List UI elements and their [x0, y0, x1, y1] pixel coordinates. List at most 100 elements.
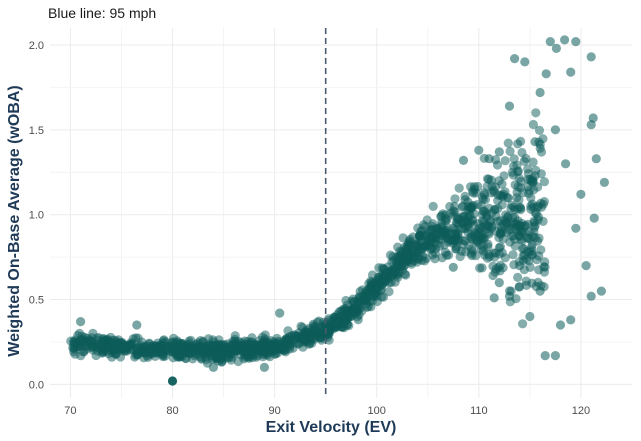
data-point [450, 194, 460, 204]
data-point [376, 277, 386, 287]
data-point [566, 67, 576, 77]
data-point [589, 213, 599, 223]
data-point [501, 210, 511, 220]
data-point [513, 139, 523, 149]
data-point [484, 154, 494, 164]
data-point [339, 317, 349, 327]
data-point [504, 291, 515, 301]
y-tick-label: 0.5 [29, 295, 44, 307]
data-point [430, 248, 440, 258]
data-point [474, 145, 484, 155]
data-point [144, 338, 154, 348]
data-point [529, 222, 540, 232]
data-point [571, 37, 581, 47]
data-point [518, 319, 528, 329]
data-point [517, 147, 527, 158]
data-point [158, 350, 168, 360]
data-point [484, 174, 494, 184]
data-point [465, 202, 476, 212]
data-point [586, 52, 596, 62]
data-point [205, 351, 215, 361]
data-point [599, 177, 610, 187]
data-point [478, 242, 488, 252]
data-point [509, 154, 519, 164]
data-point [450, 201, 460, 211]
data-point [435, 241, 445, 251]
data-point [440, 210, 450, 220]
data-point [76, 351, 86, 361]
y-axis-title: Weighted On-Base Average (wOBA) [6, 85, 23, 356]
data-point [517, 218, 527, 228]
data-point [230, 331, 240, 341]
data-point [172, 348, 182, 358]
data-point [330, 317, 340, 327]
data-point [184, 343, 194, 353]
data-point [421, 241, 431, 251]
data-point [561, 159, 571, 169]
data-point [550, 351, 561, 361]
data-point [537, 202, 547, 212]
data-point [581, 261, 591, 271]
data-point [491, 211, 501, 221]
data-point [458, 155, 469, 165]
data-point [533, 215, 543, 225]
y-tick-label: 0.0 [29, 379, 44, 391]
x-axis-title: Exit Velocity (EV) [266, 419, 397, 436]
data-point [434, 234, 444, 244]
data-point [220, 346, 231, 356]
data-point [591, 154, 601, 164]
data-point [489, 252, 499, 262]
data-point [534, 125, 545, 135]
data-point [531, 165, 541, 175]
data-point [460, 211, 470, 221]
data-point [377, 263, 387, 273]
data-point [402, 240, 412, 250]
data-point [488, 270, 498, 281]
data-point [512, 187, 522, 197]
data-point [504, 101, 515, 111]
data-point [506, 203, 516, 213]
data-point [384, 287, 394, 297]
data-point [526, 193, 536, 203]
data-point [397, 249, 407, 259]
data-point [89, 341, 99, 351]
data-point [414, 251, 424, 261]
data-point [586, 120, 596, 130]
data-point [351, 303, 361, 313]
data-point [398, 233, 408, 243]
data-point [539, 177, 550, 187]
data-point [497, 248, 507, 258]
data-point [450, 235, 460, 245]
data-point [489, 293, 499, 303]
data-point [469, 182, 479, 192]
data-point [399, 261, 409, 271]
data-point [487, 181, 497, 191]
data-point [505, 146, 515, 156]
data-point [510, 241, 520, 251]
data-point [491, 226, 501, 236]
data-point [282, 335, 292, 346]
data-point [391, 263, 401, 273]
y-tick-label: 1.0 [29, 210, 44, 222]
data-point [167, 376, 178, 386]
data-point [497, 179, 507, 189]
data-point [531, 108, 541, 118]
data-point [166, 339, 176, 349]
data-point [528, 119, 539, 130]
data-point [483, 253, 493, 263]
data-point [273, 336, 283, 346]
data-point [158, 336, 168, 346]
data-point [481, 220, 491, 230]
data-point [540, 257, 550, 267]
x-tick-label: 70 [64, 405, 76, 417]
data-point [428, 201, 438, 211]
data-point [586, 291, 596, 301]
data-point [507, 212, 518, 222]
data-point [525, 311, 535, 322]
data-point [502, 219, 512, 229]
data-point [516, 234, 526, 245]
data-point [528, 176, 538, 186]
data-point [540, 351, 550, 361]
data-point [483, 227, 493, 238]
data-point [407, 259, 417, 269]
